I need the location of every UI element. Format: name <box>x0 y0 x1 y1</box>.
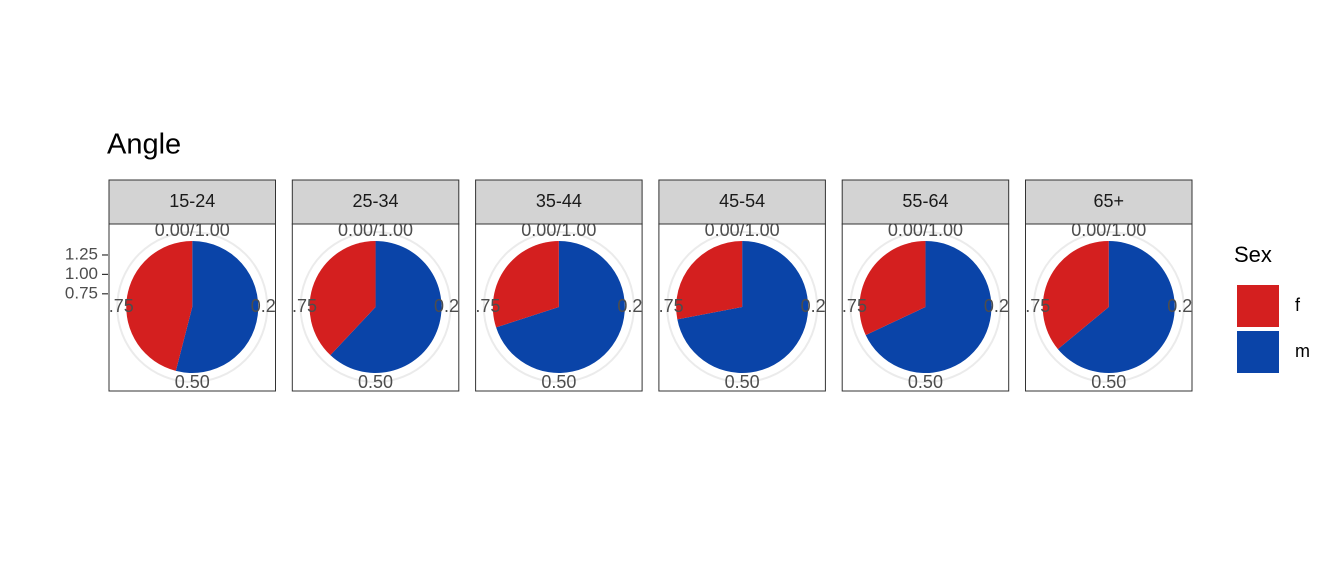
legend-key <box>1237 331 1279 373</box>
grid-ring <box>849 231 1002 383</box>
panel: 0.00/1.00 0.25 0.50 0.75 <box>649 220 836 392</box>
strip-label: 45-54 <box>719 191 765 211</box>
panel: 0.00/1.00 0.25 0.50 0.75 <box>1015 220 1202 392</box>
theta-tick-label: 0.75 <box>649 296 684 316</box>
theta-tick-label: 0.00/1.00 <box>521 220 596 240</box>
theta-tick-label: 0.75 <box>1015 296 1050 316</box>
facet: 55-64 0.00/1.00 0.25 0.50 0.75 <box>832 179 1019 392</box>
pie-slice <box>1057 241 1175 374</box>
pie-slice <box>859 241 926 336</box>
theta-tick-label: 0.25 <box>617 296 652 316</box>
theta-tick-label: 0.50 <box>175 372 210 392</box>
legend-label: f <box>1295 295 1301 315</box>
facet: 25-34 0.00/1.00 0.25 0.50 0.75 <box>282 179 469 392</box>
pie-slice <box>1042 241 1109 350</box>
legend-key <box>1237 285 1279 327</box>
facet: 35-44 0.00/1.00 0.25 0.50 0.75 <box>465 179 652 392</box>
y-tick-label: 1.25 <box>65 244 98 263</box>
strip <box>291 179 460 225</box>
strip <box>1025 179 1193 225</box>
chart-title: Angle <box>107 129 181 161</box>
pie-slice <box>175 241 259 373</box>
grid-ring <box>299 231 452 383</box>
y-tick-label: 0.75 <box>65 283 98 302</box>
facet: 15-24 0.00/1.00 0.25 0.50 0.75 <box>99 179 286 392</box>
theta-tick-label: 0.00/1.00 <box>705 220 780 240</box>
pie-slice <box>496 241 625 374</box>
grid-ring <box>116 231 269 383</box>
strip-label: 55-64 <box>902 191 948 211</box>
strip-label: 25-34 <box>353 191 399 211</box>
theta-tick-label: 0.75 <box>465 296 500 316</box>
strip <box>108 179 276 225</box>
theta-tick-label: 0.50 <box>358 372 393 392</box>
panel-border <box>108 223 276 392</box>
theta-tick-label: 0.75 <box>282 296 317 316</box>
theta-tick-label: 0.00/1.00 <box>888 220 963 240</box>
strip-label: 35-44 <box>536 191 582 211</box>
theta-tick-label: 0.50 <box>725 372 760 392</box>
panel: 0.00/1.00 0.25 0.50 0.75 <box>99 220 286 392</box>
grid-ring <box>666 231 819 383</box>
panel: 0.00/1.00 0.25 0.50 0.75 <box>465 220 652 392</box>
panel-border <box>475 223 643 392</box>
theta-tick-label: 0.25 <box>434 296 469 316</box>
panel-border <box>291 223 460 392</box>
panel: 0.00/1.00 0.25 0.50 0.75 <box>832 220 1019 392</box>
pie-slice <box>676 241 743 320</box>
theta-tick-label: 0.50 <box>541 372 576 392</box>
facet: 45-54 0.00/1.00 0.25 0.50 0.75 <box>649 179 836 392</box>
strip <box>841 179 1010 225</box>
theta-tick-label: 0.00/1.00 <box>1071 220 1146 240</box>
pie-slice <box>492 240 559 328</box>
theta-tick-label: 0.50 <box>908 372 943 392</box>
theta-tick-label: 0.25 <box>251 296 286 316</box>
panel-border <box>841 223 1010 392</box>
legend-label: m <box>1295 341 1310 361</box>
y-tick-label: 1.00 <box>65 264 98 283</box>
panel-border <box>1025 223 1193 392</box>
panel-border <box>658 223 826 392</box>
facet: 65+ 0.00/1.00 0.25 0.50 0.75 <box>1015 179 1202 392</box>
panel: 0.00/1.00 0.25 0.50 0.75 <box>282 220 469 392</box>
theta-tick-label: 0.25 <box>984 296 1019 316</box>
grid-ring <box>482 231 635 383</box>
theta-tick-label: 0.25 <box>801 296 836 316</box>
strip-label: 65+ <box>1093 191 1124 211</box>
pie-slice <box>865 241 992 374</box>
theta-tick-label: 0.25 <box>1167 296 1202 316</box>
theta-tick-label: 0.00/1.00 <box>338 220 413 240</box>
legend-title: Sex <box>1234 242 1272 267</box>
grid-ring <box>1032 231 1185 383</box>
theta-tick-label: 0.50 <box>1091 372 1126 392</box>
theta-tick-label: 0.75 <box>832 296 867 316</box>
strip-label: 15-24 <box>169 191 215 211</box>
theta-tick-label: 0.75 <box>99 296 134 316</box>
strip <box>658 179 826 225</box>
pie-slice <box>309 241 376 356</box>
pie-slice <box>677 241 809 373</box>
theta-tick-label: 0.00/1.00 <box>155 220 230 240</box>
pie-slice <box>126 241 193 371</box>
pie-slice <box>330 241 442 374</box>
